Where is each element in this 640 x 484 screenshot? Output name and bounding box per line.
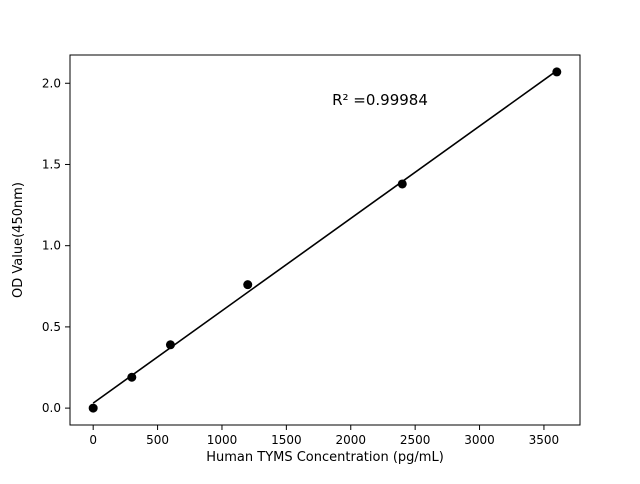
plot-area: 0 500 1000 1500 2000 2500 3000 3500 0.0 0.5 1.0 1.5… xyxy=(42,54,581,447)
x-tick-label: 1500 xyxy=(271,433,302,447)
y-tick-label: 0.5 xyxy=(42,320,61,334)
data-point xyxy=(127,372,137,382)
data-point xyxy=(552,67,562,77)
y-axis-label: OD Value(450nm) xyxy=(11,182,26,298)
fit-line xyxy=(92,70,558,404)
x-tick-label: 2000 xyxy=(335,433,366,447)
r-squared-annotation: R² =0.99984 xyxy=(332,91,428,109)
y-tick-label: 1.5 xyxy=(42,157,61,171)
y-tick-label: 0.0 xyxy=(42,401,61,415)
x-tick-label: 1000 xyxy=(207,433,238,447)
x-tick-label: 3500 xyxy=(529,433,560,447)
plot-frame xyxy=(69,54,581,426)
data-point xyxy=(165,340,175,350)
y-tick-label: 1.0 xyxy=(42,239,61,253)
data-point xyxy=(88,403,98,413)
data-point xyxy=(243,280,253,290)
data-point xyxy=(397,179,407,189)
x-tick-label: 0 xyxy=(89,433,97,447)
x-tick-label: 3000 xyxy=(464,433,495,447)
x-tick-label: 500 xyxy=(146,433,169,447)
x-axis-label: Human TYMS Concentration (pg/mL) xyxy=(206,450,444,465)
y-tick-label: 2.0 xyxy=(42,76,61,90)
x-tick-label: 2500 xyxy=(400,433,431,447)
